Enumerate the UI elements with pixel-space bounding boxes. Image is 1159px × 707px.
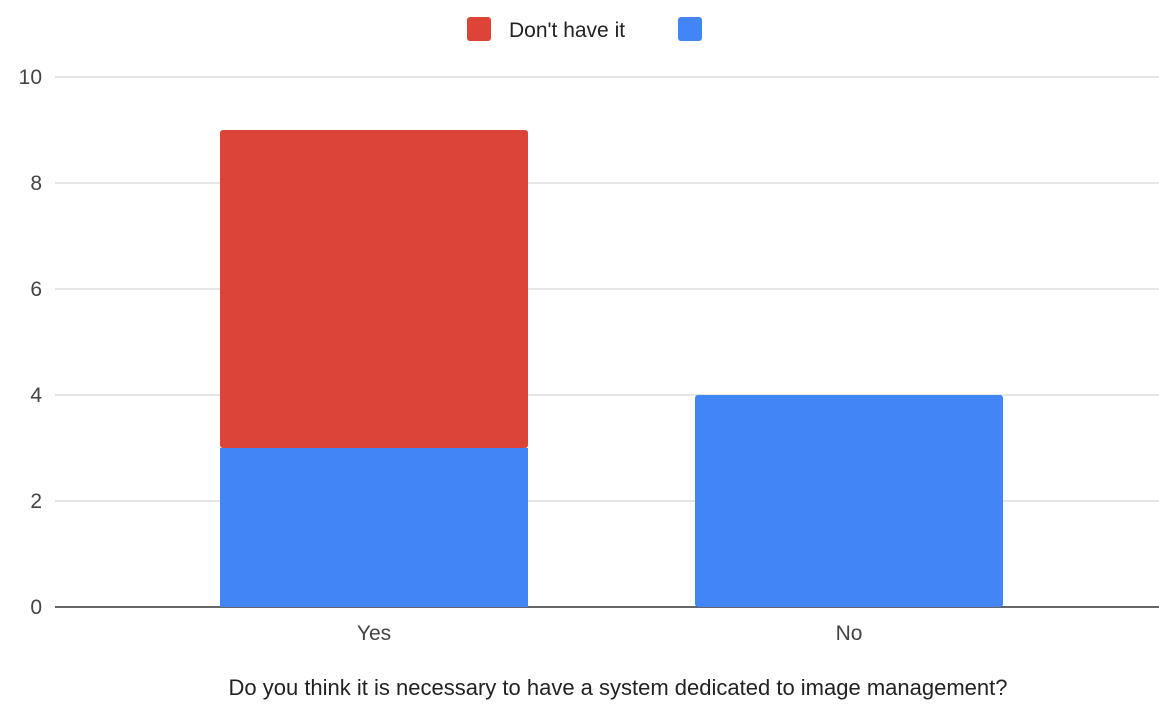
y-tick-label: 4 bbox=[30, 384, 42, 407]
legend: Don't have it bbox=[467, 17, 702, 42]
bars bbox=[220, 130, 1003, 607]
y-tick-label: 8 bbox=[30, 172, 42, 195]
legend-swatch bbox=[678, 17, 702, 41]
y-tick-label: 6 bbox=[30, 278, 42, 301]
y-tick-label: 2 bbox=[30, 490, 42, 513]
x-axis-label: Do you think it is necessary to have a s… bbox=[229, 675, 1008, 700]
y-tick-label: 0 bbox=[30, 596, 42, 619]
bar-yes-series-0 bbox=[220, 448, 528, 607]
y-axis-ticks: 0 2 4 6 8 10 bbox=[19, 66, 43, 619]
legend-label: Don't have it bbox=[509, 19, 625, 42]
x-axis-categories: Yes No bbox=[357, 622, 863, 645]
x-category-label: Yes bbox=[357, 622, 391, 645]
y-tick-label: 10 bbox=[19, 66, 42, 89]
bar-yes-series-1 bbox=[220, 130, 528, 448]
bar-no-series-0 bbox=[695, 395, 1003, 607]
x-category-label: No bbox=[836, 622, 863, 645]
legend-swatch bbox=[467, 17, 491, 41]
